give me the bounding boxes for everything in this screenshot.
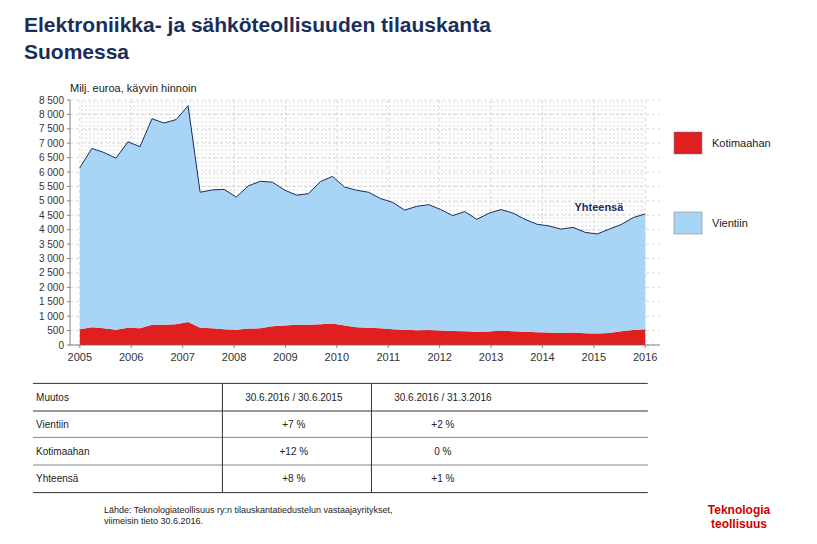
table-rule — [33, 492, 648, 493]
hatch-area — [80, 100, 645, 234]
y-tick — [67, 301, 70, 302]
x-tick — [388, 345, 389, 348]
y-tick-label: 1 500 — [39, 296, 64, 307]
y-tick — [67, 143, 70, 144]
y-tick — [67, 186, 70, 187]
y-tick-label: 8 500 — [39, 95, 64, 106]
x-tick-label: 2006 — [119, 351, 143, 363]
y-tick-label: 500 — [47, 325, 64, 336]
x-tick — [79, 345, 80, 348]
y-axis-line — [70, 100, 71, 345]
table-header: 30.6.2016 / 31.3.2016 — [394, 392, 492, 403]
y-tick-label: 5 000 — [39, 195, 64, 206]
total-line — [80, 106, 645, 234]
y-tick-label: 4 500 — [39, 210, 64, 221]
table-rule — [33, 465, 648, 466]
subtitle: Milj. euroa, käyvin hinnoin — [70, 82, 197, 94]
x-tick — [439, 345, 440, 348]
y-tick-label: 0 — [58, 340, 64, 351]
x-axis-line — [70, 345, 660, 346]
y-tick-label: 2 500 — [39, 267, 64, 278]
table-separator — [371, 383, 372, 492]
y-tick — [67, 100, 70, 101]
x-tick — [336, 345, 337, 348]
x-tick-label: 2007 — [170, 351, 194, 363]
legend: Kotimaahan Vientiin — [674, 132, 771, 234]
table-separator — [222, 383, 223, 492]
y-tick-label: 1 000 — [39, 311, 64, 322]
y-tick — [67, 157, 70, 158]
table-cell: Yhteensä — [36, 473, 79, 484]
y-tick-label: 3 000 — [39, 253, 64, 264]
table-rule — [33, 383, 648, 384]
y-tick-label: 6 000 — [39, 167, 64, 178]
y-tick — [67, 244, 70, 245]
x-tick-label: 2011 — [376, 351, 400, 363]
table-cell: +12 % — [279, 446, 308, 457]
table-header: 30.6.2016 / 30.6.2015 — [245, 392, 343, 403]
y-tick — [67, 114, 70, 115]
y-tick — [67, 200, 70, 201]
plot-area — [80, 100, 645, 345]
table-header: Muutos — [36, 392, 69, 403]
chart: Elektroniikka- ja sähköteollisuuden tila… — [0, 0, 817, 544]
y-tick-label: 7 500 — [39, 123, 64, 134]
x-tick-label: 2012 — [427, 351, 451, 363]
x-tick-label: 2013 — [479, 351, 503, 363]
y-tick — [67, 272, 70, 273]
table-rule — [33, 437, 648, 438]
table-cell: Kotimaahan — [36, 446, 89, 457]
table-cell: Vientiin — [36, 419, 69, 430]
table: Muutos 30.6.2016 / 30.6.2015 30.6.2016 / 3… — [33, 383, 648, 492]
x-tick-label: 2016 — [633, 351, 657, 363]
table-cell: +7 % — [282, 419, 305, 430]
table-rule — [33, 411, 648, 412]
x-tick-label: 2010 — [325, 351, 349, 363]
x-tick — [645, 345, 646, 348]
y-tick-label: 6 500 — [39, 152, 64, 163]
y-tick — [67, 215, 70, 216]
legend-entry: Vientiin — [712, 217, 748, 229]
y-tick — [67, 330, 70, 331]
y-tick — [67, 287, 70, 288]
x-tick-label: 2015 — [582, 351, 606, 363]
y-tick — [67, 172, 70, 173]
x-tick — [234, 345, 235, 348]
total-label: Yhteensä — [574, 201, 624, 213]
title: Elektroniikka- ja sähköteollisuuden tila… — [24, 13, 491, 63]
y-tick-label: 8 000 — [39, 109, 64, 120]
y-tick-label: 5 500 — [39, 181, 64, 192]
legend-entry: Kotimaahan — [712, 137, 771, 149]
x-tick — [285, 345, 286, 348]
y-tick — [67, 316, 70, 317]
x-tick — [131, 345, 132, 348]
source: Lähde: Teknologiateollisuus ry:n tilausk… — [104, 505, 393, 526]
x-tick-label: 2008 — [222, 351, 246, 363]
y-tick — [67, 229, 70, 230]
table-cell: +1 % — [431, 473, 454, 484]
x-tick-label: 2009 — [273, 351, 297, 363]
table-cell: +2 % — [431, 419, 454, 430]
grid — [70, 100, 660, 345]
x-tick — [491, 345, 492, 348]
y-tick — [67, 345, 70, 346]
y-tick-label: 7 000 — [39, 138, 64, 149]
legend-swatch — [674, 132, 702, 154]
legend-swatch — [674, 212, 702, 234]
x-tick — [542, 345, 543, 348]
x-tick-label: 2005 — [68, 351, 92, 363]
y-tick — [67, 258, 70, 259]
table-cell: 0 % — [434, 446, 451, 457]
y-tick — [67, 128, 70, 129]
logo-text: Teknologiateollisuus — [708, 503, 771, 531]
x-tick — [593, 345, 594, 348]
y-grid-line — [70, 345, 660, 346]
y-tick-label: 2 000 — [39, 282, 64, 293]
x-tick-label: 2014 — [530, 351, 554, 363]
y-tick-label: 4 000 — [39, 224, 64, 235]
y-tick-label: 3 500 — [39, 239, 64, 250]
x-tick — [182, 345, 183, 348]
table-cell: +8 % — [282, 473, 305, 484]
